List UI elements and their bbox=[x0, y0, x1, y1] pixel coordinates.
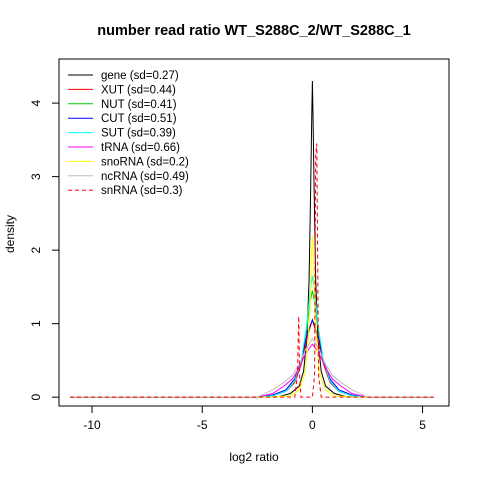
x-tick-label: 0 bbox=[309, 418, 316, 432]
legend-entry-0: gene (sd=0.27) bbox=[101, 70, 179, 82]
series-line-8 bbox=[70, 143, 434, 398]
legend: gene (sd=0.27) XUT (sd=0.44) NUT (sd=0.41)… bbox=[68, 70, 189, 197]
series-line-0 bbox=[70, 81, 434, 398]
legend-entry-4: SUT (sd=0.39) bbox=[101, 128, 176, 140]
legend-entry-2: NUT (sd=0.41) bbox=[101, 99, 177, 111]
legend-entry-1: XUT (sd=0.44) bbox=[101, 84, 176, 96]
y-axis-label: density bbox=[3, 215, 17, 253]
y-tick-label: 2 bbox=[29, 246, 43, 253]
series-line-6 bbox=[70, 235, 434, 398]
x-tick-label: 5 bbox=[419, 418, 426, 432]
x-tick-label: -5 bbox=[197, 418, 208, 432]
x-axis: -10 -5 0 5 bbox=[83, 405, 426, 432]
series-layer bbox=[70, 81, 434, 398]
y-axis: 0 1 2 3 4 bbox=[29, 99, 60, 401]
x-axis-label: log2 ratio bbox=[229, 450, 279, 464]
y-tick-label: 0 bbox=[29, 394, 43, 401]
legend-entry-7: ncRNA (sd=0.49) bbox=[101, 171, 189, 183]
series-line-4 bbox=[70, 275, 434, 398]
series-line-7 bbox=[70, 337, 434, 398]
legend-entry-8: snRNA (sd=0.3) bbox=[101, 185, 183, 197]
legend-entry-6: snoRNA (sd=0.2) bbox=[101, 156, 189, 168]
legend-entry-5: tRNA (sd=0.66) bbox=[101, 142, 180, 154]
x-tick-label: -10 bbox=[83, 418, 101, 432]
chart-title: number read ratio WT_S288C_2/WT_S288C_1 bbox=[97, 23, 410, 39]
legend-entry-3: CUT (sd=0.51) bbox=[101, 113, 177, 125]
y-tick-label: 3 bbox=[29, 173, 43, 180]
series-line-3 bbox=[70, 318, 434, 398]
y-tick-label: 4 bbox=[29, 99, 43, 106]
y-tick-label: 1 bbox=[29, 320, 43, 327]
series-line-5 bbox=[70, 343, 434, 398]
